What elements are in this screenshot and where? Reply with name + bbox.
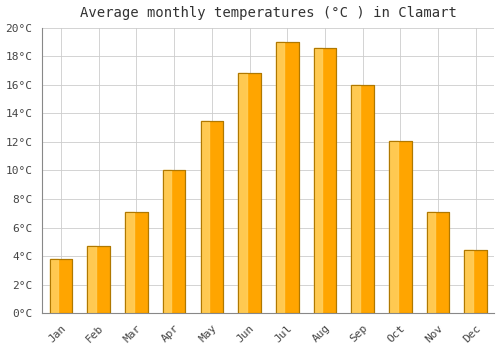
Bar [352,85,360,313]
Bar [426,212,449,313]
Bar [125,212,134,313]
Bar [88,246,96,313]
Bar [464,251,487,313]
Bar [125,212,148,313]
Bar [389,140,411,313]
Bar [238,74,261,313]
Bar [88,246,110,313]
Bar [314,48,336,313]
Bar [426,212,435,313]
Bar [200,120,223,313]
Bar [276,42,284,313]
Bar [276,42,298,313]
Bar [238,74,247,313]
Bar [352,85,374,313]
Bar [389,140,398,313]
Bar [314,48,336,313]
Bar [163,170,172,313]
Bar [50,259,58,313]
Bar [389,140,411,313]
Bar [200,120,209,313]
Bar [464,251,473,313]
Bar [426,212,449,313]
Bar [163,170,186,313]
Bar [464,251,487,313]
Bar [50,259,72,313]
Bar [352,85,374,313]
Bar [163,170,186,313]
Bar [50,259,72,313]
Title: Average monthly temperatures (°C ) in Clamart: Average monthly temperatures (°C ) in Cl… [80,6,457,20]
Bar [314,48,322,313]
Bar [88,246,110,313]
Bar [238,74,261,313]
Bar [125,212,148,313]
Bar [276,42,298,313]
Bar [200,120,223,313]
